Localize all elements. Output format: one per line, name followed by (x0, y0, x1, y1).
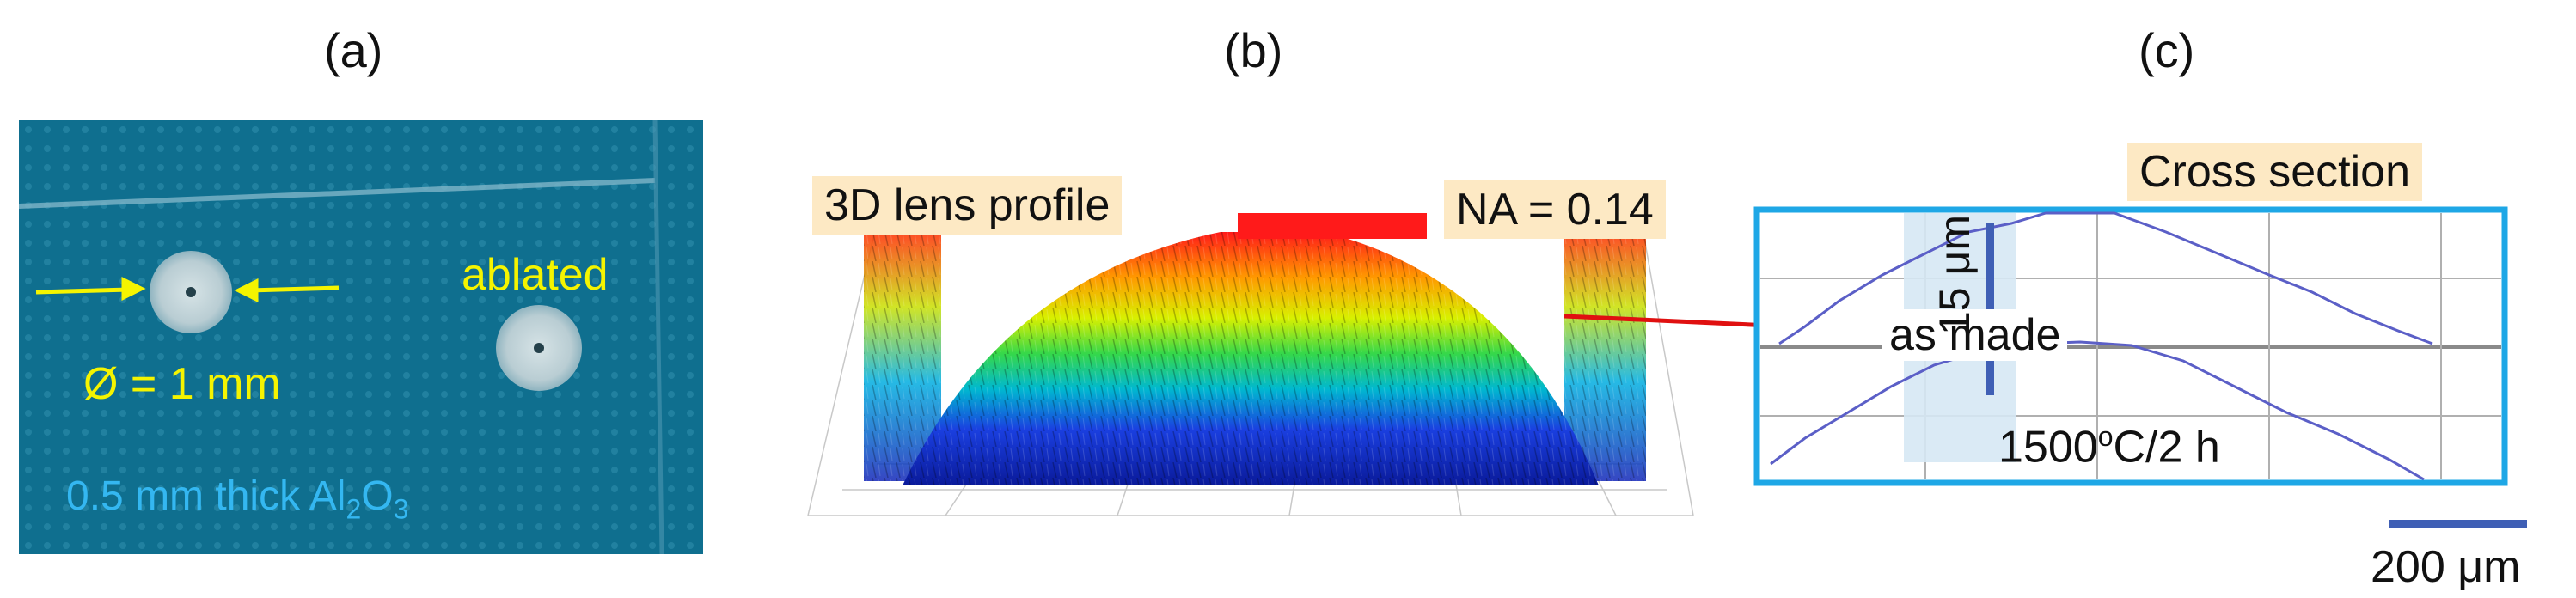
panel-label-b: (b) (1224, 23, 1283, 77)
diameter-label: Ø = 1 mm (83, 359, 281, 409)
panel-label-c: (c) (2139, 23, 2195, 77)
lens-3d-profile: 3D lens profile NA = 0.14 (774, 137, 1736, 541)
panel-label-a: (a) (324, 23, 383, 77)
trace-annealed (1770, 340, 2425, 481)
as-made-label: as made (1882, 309, 2068, 361)
thickness-label: 0.5 mm thick Al2O3 (66, 473, 409, 525)
diameter-arrows (35, 276, 340, 303)
horizontal-scale-bar (2389, 520, 2527, 528)
profile-tag: 3D lens profile (812, 176, 1123, 235)
vertical-scale-label: 15 μm (1930, 215, 1979, 335)
photo-alumina-substrate: ablated Ø = 1 mm 0.5 mm thick Al2O3 (19, 120, 703, 554)
na-tag: NA = 0.14 (1444, 180, 1666, 239)
scale-bar-label: 200 μm (2371, 542, 2521, 592)
anneal-label: 1500oC/2 h (1998, 421, 2220, 473)
cross-section-plot: Cross section as made 15 μm 1500oC/2 h 2… (1753, 137, 2561, 593)
ablated-label: ablated (462, 250, 609, 300)
trace-as-made (1778, 211, 2433, 345)
lens-top-plateau (1238, 213, 1427, 239)
cross-section-tag: Cross section (2127, 143, 2422, 201)
